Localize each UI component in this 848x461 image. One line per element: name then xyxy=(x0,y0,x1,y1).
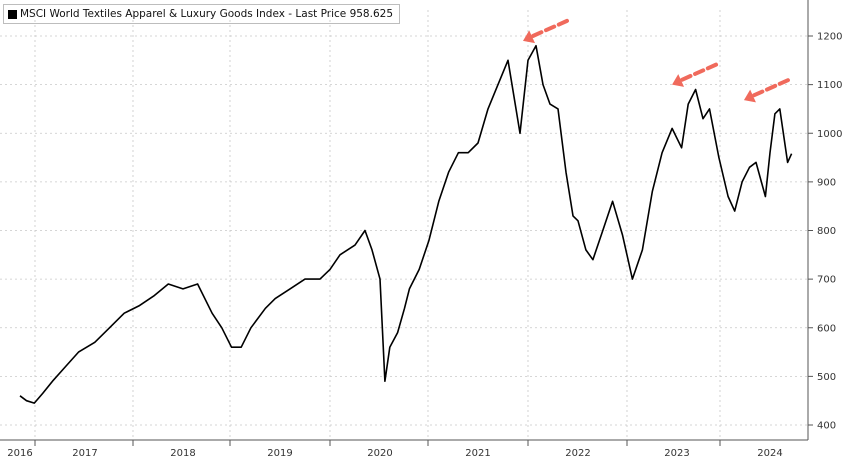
x-axis: 2016 2017 2018 2019 2020 2021 2022 2023 2024 xyxy=(7,448,782,459)
annotation-arrow-shaft xyxy=(749,78,790,99)
legend-label: MSCI World Textiles Apparel & Luxury Goo… xyxy=(20,8,393,20)
x-tick-label: 2022 xyxy=(565,448,590,459)
y-tick-label: 700 xyxy=(817,275,836,286)
y-tick-label: 900 xyxy=(817,177,836,188)
x-tick-label: 2020 xyxy=(367,448,392,459)
annotation-arrow-head xyxy=(672,74,685,87)
annotation-arrow-head xyxy=(743,89,756,103)
y-tick-label: 1000 xyxy=(817,129,842,140)
x-tick-label: 2019 xyxy=(267,448,292,459)
x-tick-label: 2017 xyxy=(72,448,97,459)
annotation-arrow-shaft xyxy=(529,18,569,39)
x-tick-label: 2018 xyxy=(170,448,195,459)
y-tick-label: 1200 xyxy=(817,32,842,43)
legend-swatch xyxy=(8,9,17,19)
y-axis: 400 500 600 700 800 900 1000 1100 1200 xyxy=(817,32,842,432)
x-tick-label: 2016 xyxy=(7,448,32,459)
y-tick-label: 800 xyxy=(817,226,836,237)
chart-legend: MSCI World Textiles Apparel & Luxury Goo… xyxy=(3,4,400,24)
x-tick-label: 2023 xyxy=(664,448,689,459)
y-tick-label: 500 xyxy=(817,372,836,383)
y-tick-label: 1100 xyxy=(817,80,842,91)
annotations xyxy=(523,18,790,103)
y-tick-label: 600 xyxy=(817,323,836,334)
series xyxy=(19,44,793,404)
annotation-arrow-shaft xyxy=(678,62,719,83)
series-line xyxy=(19,44,793,404)
y-tick-label: 400 xyxy=(817,421,836,432)
x-tick-label: 2024 xyxy=(757,448,782,459)
grid xyxy=(0,0,813,446)
x-tick-label: 2021 xyxy=(465,448,490,459)
annotation-arrow-head xyxy=(523,30,536,44)
